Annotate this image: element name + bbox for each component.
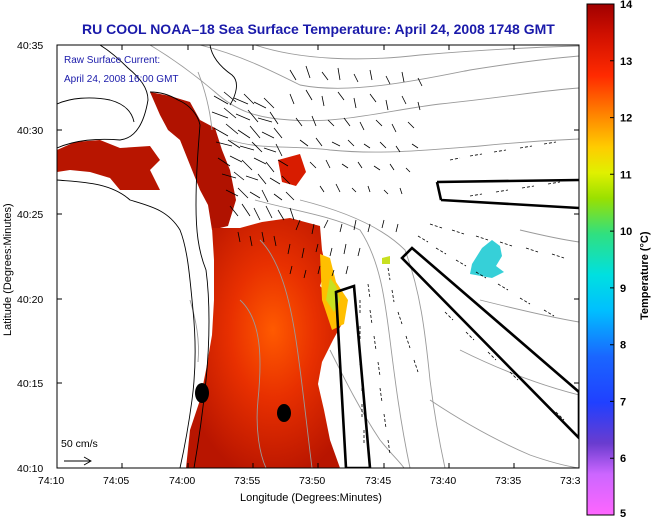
scale-arrow-icon	[83, 456, 92, 466]
shipping-lanes	[334, 178, 579, 468]
axis-tick-marks	[56, 44, 579, 469]
y-tick-label: 40:15	[17, 378, 43, 390]
scale-label: 50 cm/s	[61, 438, 98, 450]
colorbar-label: Temperature (°C)	[639, 231, 651, 320]
x-tick-label: 73:35	[495, 475, 521, 487]
x-tick-labels: 74:10 74:05 74:00 73:55 73:50 73:45 73:4…	[38, 475, 581, 487]
landmass	[57, 45, 196, 468]
buoy-marker-east	[277, 404, 291, 422]
x-tick-label: 73:50	[299, 475, 325, 487]
y-tick-label: 40:30	[17, 125, 43, 137]
colorbar-tick-label: 11	[620, 169, 632, 181]
y-tick-label: 40:35	[17, 40, 43, 52]
colorbar-scale	[586, 3, 615, 516]
coastline	[57, 45, 237, 468]
x-tick-label: 74:00	[169, 475, 195, 487]
overlay-current-title: Raw Surface Current:	[64, 55, 160, 66]
x-tick-label: 74:10	[38, 475, 64, 487]
y-tick-label: 40:20	[17, 294, 43, 306]
y-tick-label: 40:25	[17, 209, 43, 221]
chart-title: RU COOL NOAA–18 Sea Surface Temperature:…	[82, 21, 555, 37]
colorbar-tick-label: 12	[620, 113, 632, 125]
x-axis-label: Longitude (Degrees:Minutes)	[240, 492, 382, 504]
buoy-marker-west	[195, 383, 209, 403]
colorbar-tick-label: 13	[620, 56, 632, 68]
scale-vector: 50 cm/s	[61, 438, 98, 466]
colorbar-tick-label: 14	[620, 0, 633, 11]
current-vectors	[211, 65, 565, 455]
x-tick-label: 73:3	[560, 475, 581, 487]
colorbar-tick-label: 7	[620, 396, 626, 408]
x-tick-label: 73:45	[365, 475, 391, 487]
overlay-current-time: April 24, 2008 16:00 GMT	[64, 74, 179, 85]
colorbar-tick-label: 10	[620, 226, 632, 238]
colorbar: 14 13 12 11 10 9 8 7 6 5 Temperature (°C…	[586, 0, 651, 519]
colorbar-tick-label: 5	[620, 508, 626, 519]
colorbar-tick-label: 6	[620, 453, 626, 465]
x-tick-label: 73:40	[430, 475, 456, 487]
colorbar-tick-label: 9	[620, 283, 626, 295]
y-tick-label: 40:10	[17, 463, 43, 475]
y-tick-labels: 40:35 40:30 40:25 40:20 40:15 40:10	[17, 40, 43, 475]
bathymetry-contours	[149, 45, 579, 468]
map-panel: Raw Surface Current: April 24, 2008 16:0…	[57, 45, 579, 468]
colorbar-tick-label: 8	[620, 340, 626, 352]
x-tick-label: 73:55	[234, 475, 260, 487]
y-axis-label: Latitude (Degrees:Minutes)	[2, 203, 14, 336]
x-tick-label: 74:05	[103, 475, 129, 487]
